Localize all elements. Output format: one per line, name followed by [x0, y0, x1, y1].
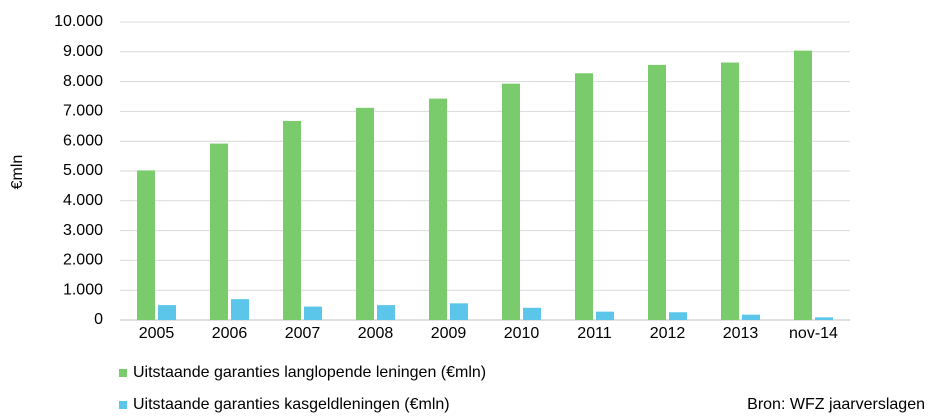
x-tick-label: 2006 [212, 325, 248, 342]
y-tick-label: 6.000 [63, 132, 103, 149]
y-tick-label: 7.000 [63, 103, 103, 120]
x-tick-label: 2011 [577, 325, 612, 342]
bar [596, 311, 614, 320]
bar [137, 170, 155, 320]
bar [356, 107, 374, 320]
y-tick-label: 1.000 [63, 281, 103, 298]
bar [669, 312, 687, 320]
bar [231, 299, 249, 320]
source: Bron: WFZ jaarverslagen [747, 396, 925, 413]
y-tick-label: 10.000 [54, 13, 103, 30]
y-tick-label: 3.000 [63, 222, 103, 239]
bar [648, 64, 666, 320]
y-tick-label: 8.000 [63, 73, 103, 90]
bar [794, 50, 812, 320]
bar [502, 83, 520, 320]
x-tick-label: 2008 [358, 325, 394, 342]
bar [450, 303, 468, 320]
bar [210, 143, 228, 320]
bar [377, 305, 395, 320]
x-tick-label: 2009 [431, 325, 467, 342]
legend-label: Uitstaande garanties langlopende leninge… [133, 364, 486, 381]
x-tick-label: 2007 [285, 325, 321, 342]
legend-swatch [119, 401, 127, 409]
x-tick-label: nov-14 [789, 325, 838, 342]
bar [575, 73, 593, 320]
x-tick-label: 2013 [723, 325, 759, 342]
y-tick-label: 5.000 [63, 162, 103, 179]
bar [283, 120, 301, 320]
y-tick-label: 0 [94, 311, 103, 328]
y-tick-label: 4.000 [63, 192, 103, 209]
bar [721, 62, 739, 320]
bar [815, 317, 833, 320]
y-tick-label: 9.000 [63, 43, 103, 60]
x-tick-label: 2012 [650, 325, 686, 342]
y-axis-label: €mln [9, 155, 26, 190]
bar [523, 307, 541, 320]
bar [429, 98, 447, 320]
x-tick-label: 2005 [139, 325, 175, 342]
y-tick-label: 2.000 [63, 252, 103, 269]
bar [158, 305, 176, 320]
bar [304, 306, 322, 320]
bar [742, 314, 760, 320]
legend-label: Uitstaande garanties kasgeldleningen (€m… [133, 396, 450, 413]
legend-swatch [119, 369, 127, 377]
x-tick-label: 2010 [504, 325, 540, 342]
